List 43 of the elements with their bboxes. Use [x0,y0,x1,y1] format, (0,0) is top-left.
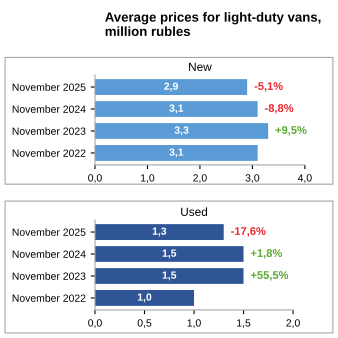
y-tick-label: November 2023 [12,127,86,135]
data-label: 1,0 [138,293,152,302]
bar [94,79,248,95]
data-label: 3,3 [174,126,188,136]
chart-subtitle: New [189,62,212,71]
y-tick-label: November 2023 [12,272,86,280]
y-tick-label: November 2024 [12,250,86,258]
x-tick-label: 0,0 [88,174,102,183]
bar [94,145,258,161]
data-label: 2,9 [164,82,178,92]
x-tick-label: 3,0 [246,174,260,183]
y-tick-label: November 2025 [12,228,86,236]
bar [94,224,224,240]
x-tick-label: 2,0 [193,174,207,183]
data-label: 1,5 [162,272,176,280]
annotation: -5,1% [254,82,283,92]
data-label: 3,1 [169,148,184,158]
chart-title: Average prices for light-duty vans, million rubles [105,12,320,36]
y-tick-label: November 2025 [12,83,86,91]
annotation: -8,8% [265,104,294,114]
annotation: +9,5% [276,126,307,136]
data-label: 1,5 [162,250,176,258]
chart-subtitle: Used [181,207,208,216]
annotation: -17,6% [231,227,266,237]
x-tick-label: 1,0 [141,174,154,183]
x-tick-label: 1,0 [188,319,201,328]
x-tick-label: 0,0 [88,319,102,328]
y-tick-label: November 2022 [12,149,86,157]
data-label: 3,1 [169,104,184,114]
bar [94,246,244,262]
bar [94,268,244,284]
x-tick-label: 4,0 [298,174,312,183]
annotation: +55,5% [250,271,288,281]
y-tick-label: November 2022 [12,294,86,302]
data-label: 1,3 [152,227,166,236]
bar [94,123,268,139]
y-tick-label: November 2024 [12,105,86,113]
bar [94,290,194,306]
bar [94,101,258,117]
x-tick-label: 2,0 [286,319,300,328]
annotation: +1,8% [250,249,282,259]
x-tick-label: 1,5 [237,319,250,328]
x-tick-label: 0,5 [138,319,152,328]
